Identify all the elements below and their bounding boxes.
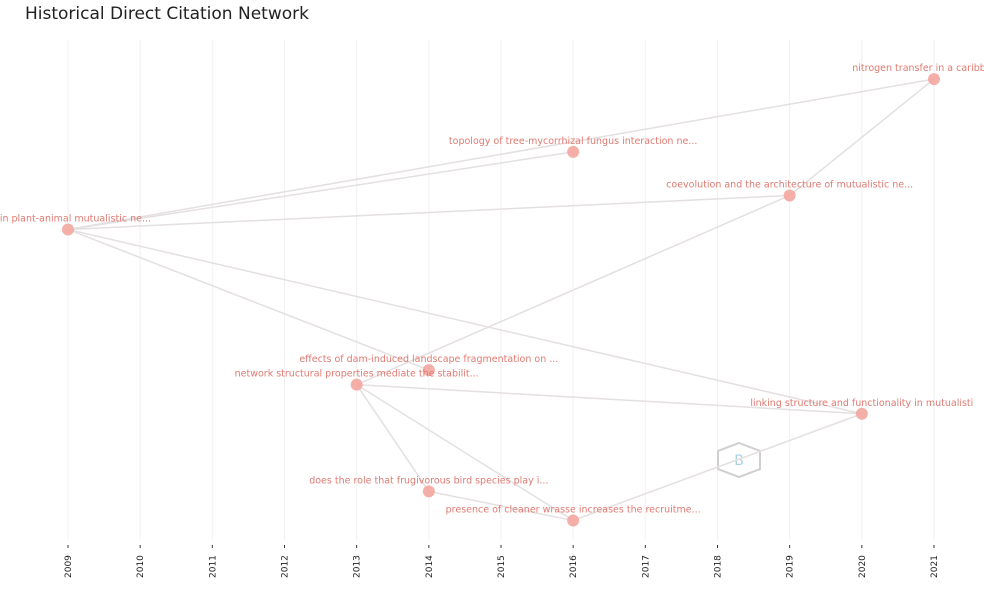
tick-label-2015: 2015 — [497, 555, 507, 578]
citation-edge-n2013-n2019 — [356, 194, 790, 386]
paper-label-n2009: on in plant-animal mutualistic ne... — [0, 213, 151, 224]
citation-edge-n2019-n2021 — [789, 78, 935, 197]
paper-node-n2009 — [62, 223, 74, 236]
x-axis: 2009 2010 2011 2012 2013 2014 2015 2016 2017 2018… — [64, 545, 940, 578]
node-layer — [62, 73, 940, 527]
paper-label-n2021: nitrogen transfer in a caribbean m — [852, 63, 984, 74]
tick-label-2016: 2016 — [569, 555, 579, 578]
tick-label-2019: 2019 — [786, 555, 796, 578]
paper-node-n2020 — [855, 407, 868, 420]
grid-layer — [67, 40, 935, 540]
tick-label-2014: 2014 — [425, 555, 435, 578]
svg-text:B: B — [734, 453, 744, 469]
citation-edge-n2013-n2020 — [356, 383, 862, 415]
citation-edge-n2009-n2014a — [67, 228, 430, 371]
paper-label-n2016b: presence of cleaner wrasse increases the… — [446, 504, 701, 515]
paper-label-n2020: linking structure and functionality in m… — [750, 398, 973, 409]
hexagon-logo-icon: B — [717, 441, 761, 479]
citation-edge-n2014b-n2016b — [428, 490, 574, 522]
citation-edge-n2016b-n2020 — [572, 413, 863, 522]
paper-node-n2016a — [567, 145, 580, 158]
tick-label-2011: 2011 — [208, 555, 218, 578]
tick-label-2021: 2021 — [930, 555, 940, 578]
label-layer: on in plant-animal mutualistic ne... topo… — [0, 63, 984, 515]
paper-node-n2013 — [350, 378, 363, 391]
tick-label-2018: 2018 — [714, 555, 724, 578]
tick-label-2009: 2009 — [64, 555, 74, 578]
paper-node-n2016b — [567, 514, 580, 527]
citation-edge-n2013-n2014b — [356, 384, 430, 492]
chart-title: Historical Direct Citation Network — [25, 4, 309, 24]
citation-edge-n2009-n2019 — [67, 194, 790, 231]
tick-label-2020: 2020 — [858, 555, 868, 578]
paper-node-n2014a — [422, 364, 435, 377]
paper-node-n2014b — [422, 485, 435, 498]
citation-edge-n2009-n2021 — [67, 78, 935, 231]
tick-label-2013: 2013 — [353, 555, 363, 578]
tick-label-2010: 2010 — [136, 555, 146, 578]
paper-label-n2016a: topology of tree-mycorrhizal fungus inte… — [449, 136, 697, 147]
tick-label-2017: 2017 — [641, 555, 651, 578]
citation-edge-n2009-n2016a — [67, 151, 574, 231]
paper-node-n2019 — [783, 189, 796, 202]
citation-edge-n2013-n2016b — [356, 384, 574, 522]
citation-edge-n2009-n2020 — [67, 228, 863, 415]
paper-label-n2013: network structural properties mediate th… — [235, 369, 479, 380]
paper-node-n2021 — [928, 73, 940, 86]
paper-label-n2014a: effects of dam-induced landscape fragmen… — [299, 354, 558, 365]
paper-label-n2014b: does the role that frugivorous bird spec… — [309, 475, 548, 486]
tick-label-2012: 2012 — [281, 555, 291, 578]
edge-layer — [67, 78, 935, 522]
paper-label-n2019: coevolution and the architecture of mutu… — [666, 180, 913, 191]
